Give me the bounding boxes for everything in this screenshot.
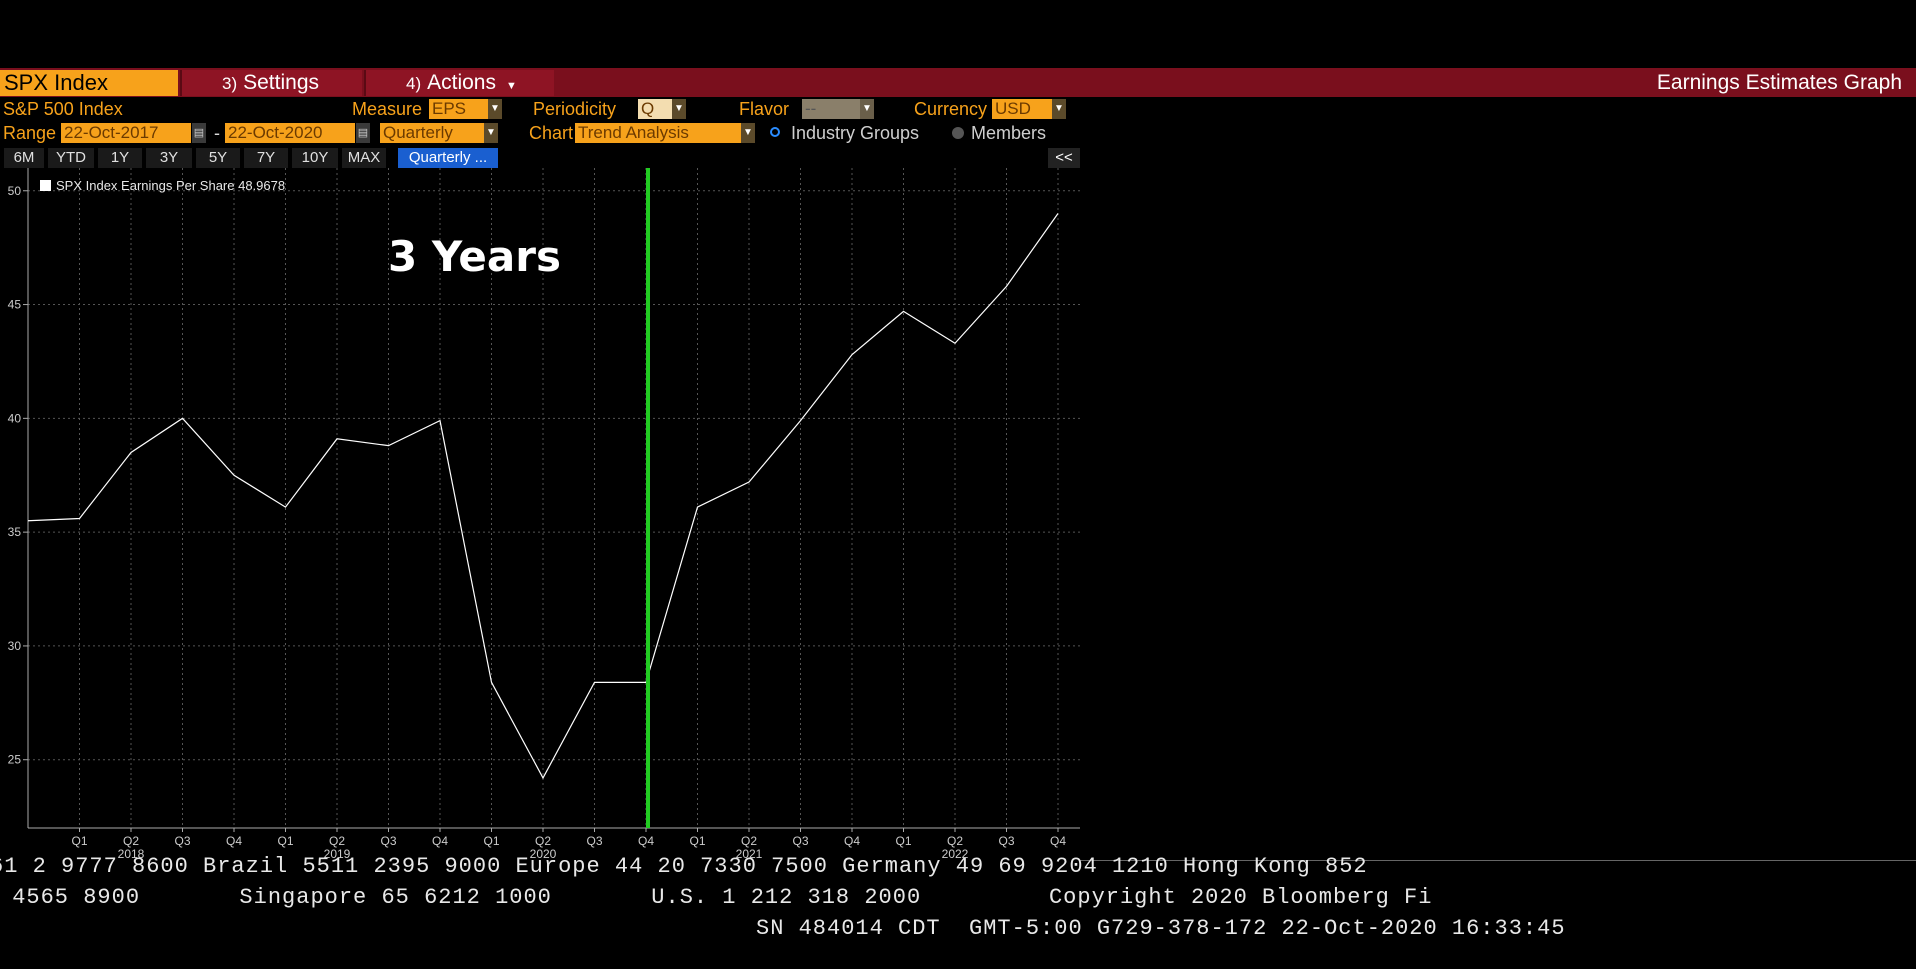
range-button-3y[interactable]: 3Y xyxy=(146,148,192,168)
y-tick-label: 40 xyxy=(8,411,22,425)
x-tick-label: Q2 xyxy=(947,834,963,848)
x-tick-label: Q1 xyxy=(689,834,705,848)
range-period-field[interactable]: Quarterly xyxy=(380,123,484,143)
radio-industry-groups[interactable] xyxy=(770,127,780,137)
x-tick-label: Q2 xyxy=(741,834,757,848)
range-button-10y[interactable]: 10Y xyxy=(292,148,338,168)
x-year-label: 2019 xyxy=(324,847,351,858)
x-tick-label: Q1 xyxy=(895,834,911,848)
settings-label: Settings xyxy=(243,71,320,94)
currency-label: Currency xyxy=(914,99,988,119)
settings-number: 3) xyxy=(222,74,238,93)
x-year-label: 2022 xyxy=(942,847,969,858)
x-tick-label: Q2 xyxy=(123,834,139,848)
x-tick-label: Q1 xyxy=(277,834,293,848)
periodicity-field[interactable]: Q xyxy=(638,99,672,119)
flavor-field[interactable]: -- xyxy=(802,99,860,119)
ticker-input[interactable]: SPX Index xyxy=(0,70,178,96)
x-tick-label: Q4 xyxy=(226,834,242,848)
footer-divider xyxy=(1080,860,1916,861)
footer-contacts-line1: 61 2 9777 8600 Brazil 5511 2395 9000 Eur… xyxy=(0,854,1368,879)
chart-type-dropdown-icon[interactable]: ▼ xyxy=(741,123,755,143)
security-name: S&P 500 Index xyxy=(3,99,123,119)
actions-button[interactable]: 4) Actions ▼ xyxy=(364,70,554,96)
legend-swatch xyxy=(40,180,51,191)
range-button-7y[interactable]: 7Y xyxy=(244,148,288,168)
x-tick-label: Q1 xyxy=(71,834,87,848)
chart-marks xyxy=(27,168,1059,828)
calendar-icon[interactable]: ▤ xyxy=(356,123,370,143)
range-button-quarterly[interactable]: Quarterly ... xyxy=(398,148,498,168)
chart-grid xyxy=(28,168,1080,828)
chart-type-field[interactable]: Trend Analysis xyxy=(575,123,741,143)
y-tick-label: 45 xyxy=(8,298,22,312)
x-axis: Q1 Q2 Q3 Q4 Q1 Q2 Q3 Q4 Q1 Q2 Q3 Q4 Q1 Q2 Q3 Q4 Q1 Q2 Q3 Q4… xyxy=(28,827,1080,858)
range-button-max[interactable]: MAX xyxy=(342,148,386,168)
x-year-label: 2021 xyxy=(736,847,763,858)
x-tick-label: Q2 xyxy=(535,834,551,848)
flavor-label: Flavor xyxy=(739,99,790,119)
currency-dropdown-icon[interactable]: ▼ xyxy=(1052,99,1066,119)
x-tick-label: Q3 xyxy=(998,834,1014,848)
settings-button[interactable]: 3) Settings xyxy=(180,70,362,96)
collapse-button[interactable]: << xyxy=(1048,148,1080,168)
x-tick-label: Q3 xyxy=(380,834,396,848)
measure-dropdown-icon[interactable]: ▼ xyxy=(488,99,502,119)
actions-number: 4) xyxy=(406,74,422,93)
x-tick-label: Q3 xyxy=(586,834,602,848)
actions-label: Actions xyxy=(427,71,496,94)
x-tick-label: Q1 xyxy=(483,834,499,848)
period-dropdown-icon[interactable]: ▼ xyxy=(484,123,498,143)
measure-label: Measure xyxy=(352,99,423,119)
y-tick-label: 50 xyxy=(8,184,22,198)
radio-industry-label: Industry Groups xyxy=(791,123,920,143)
x-tick-label: Q4 xyxy=(638,834,654,848)
footer-session-info: SN 484014 CDT GMT-5:00 G729-378-172 22-O… xyxy=(756,916,1566,941)
x-tick-label: Q2 xyxy=(329,834,345,848)
range-button-5y[interactable]: 5Y xyxy=(196,148,240,168)
screen-title: Earnings Estimates Graph xyxy=(1656,71,1902,94)
annotation-3-years: 3 Years xyxy=(388,232,561,281)
x-tick-label: Q3 xyxy=(174,834,190,848)
radio-members[interactable] xyxy=(952,127,964,139)
x-year-label: 2020 xyxy=(530,847,557,858)
x-tick-label: Q4 xyxy=(432,834,448,848)
x-tick-label: Q3 xyxy=(792,834,808,848)
range-end-field[interactable]: 22-Oct-2020 xyxy=(225,123,355,143)
chevron-down-icon: ▼ xyxy=(506,80,517,92)
periodicity-dropdown-icon[interactable]: ▼ xyxy=(672,99,686,119)
range-button-6m[interactable]: 6M xyxy=(4,148,44,168)
radio-members-label: Members xyxy=(971,123,1047,143)
x-year-label: 2018 xyxy=(118,847,145,858)
x-tick-label: Q4 xyxy=(1050,834,1066,848)
calendar-icon[interactable]: ▤ xyxy=(192,123,206,143)
range-label: Range xyxy=(3,123,57,143)
range-separator: - xyxy=(214,123,220,143)
y-tick-label: 25 xyxy=(8,753,22,767)
x-tick-label: Q4 xyxy=(844,834,860,848)
measure-field[interactable]: EPS xyxy=(429,99,488,119)
y-axis: 25 30 35 40 45 50 xyxy=(8,168,29,828)
range-button-1y[interactable]: 1Y xyxy=(98,148,142,168)
periodicity-label: Periodicity xyxy=(533,99,617,119)
range-button-ytd[interactable]: YTD xyxy=(48,148,94,168)
y-tick-label: 30 xyxy=(8,639,22,653)
flavor-dropdown-icon[interactable]: ▼ xyxy=(860,99,874,119)
footer-contacts-line2: 4565 8900 Singapore 65 6212 1000 U.S. 1 … xyxy=(0,885,1433,910)
range-start-field[interactable]: 22-Oct-2017 xyxy=(61,123,191,143)
legend-text: SPX Index Earnings Per Share 48.9678 xyxy=(56,178,285,193)
chart-label: Chart xyxy=(529,123,574,143)
y-tick-label: 35 xyxy=(8,525,22,539)
currency-field[interactable]: USD xyxy=(992,99,1052,119)
